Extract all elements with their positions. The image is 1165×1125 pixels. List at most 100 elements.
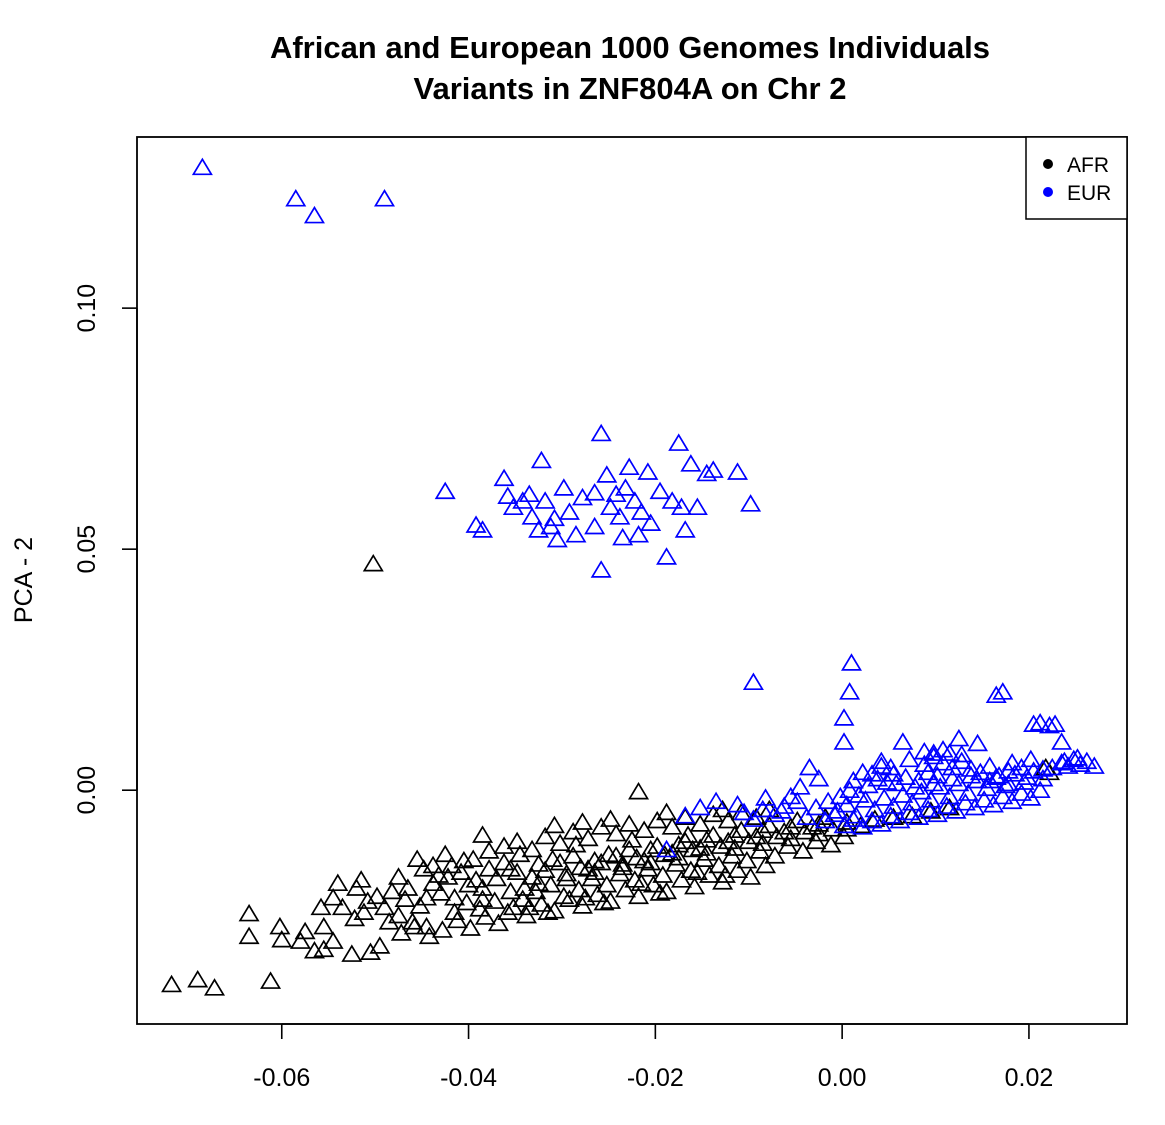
data-point-afr (584, 850, 606, 869)
data-point-afr (593, 892, 615, 911)
data-point-afr (478, 841, 500, 859)
data-point-eur (833, 708, 855, 726)
x-tick-label: 0.00 (818, 1064, 867, 1092)
data-point-afr (430, 883, 452, 901)
data-point-eur (796, 807, 818, 826)
data-point-afr (612, 857, 634, 876)
data-point-afr (590, 852, 612, 871)
data-point-afr (502, 897, 524, 916)
data-point-afr (378, 912, 400, 930)
data-point-eur (727, 794, 749, 813)
data-point-eur (705, 791, 727, 810)
y-tick-label: 0.00 (73, 766, 101, 815)
data-point-afr (289, 931, 311, 949)
data-point-afr (238, 903, 260, 922)
data-point-afr (714, 865, 736, 883)
data-point-eur (808, 768, 830, 787)
data-point-afr (413, 859, 435, 877)
data-point-eur (898, 802, 920, 821)
data-point-eur (628, 525, 650, 543)
data-point-eur (960, 766, 982, 784)
data-point-afr (187, 969, 209, 988)
data-point-eur (852, 762, 874, 781)
data-point-eur (534, 491, 556, 509)
data-point-eur (954, 793, 976, 811)
data-point-eur (656, 547, 678, 565)
data-point-afr (406, 849, 428, 867)
data-point-eur (833, 815, 855, 834)
data-point-afr (260, 971, 282, 989)
data-point-afr (161, 974, 183, 993)
data-point-eur (1023, 714, 1045, 732)
data-point-afr (459, 918, 481, 936)
x-tick-label: -0.06 (253, 1064, 310, 1092)
data-point-eur (584, 483, 606, 501)
data-point-afr (543, 901, 565, 919)
data-point-eur (1044, 714, 1066, 732)
data-point-afr (670, 870, 693, 888)
data-point-eur (786, 791, 808, 810)
data-point-eur (885, 773, 907, 792)
data-point-eur (861, 764, 883, 782)
data-point-afr (537, 902, 559, 920)
data-point-afr (646, 836, 668, 854)
data-point-afr (736, 850, 758, 869)
data-point-eur (502, 497, 524, 516)
data-point-eur (686, 497, 708, 516)
data-point-eur (518, 484, 540, 503)
data-point-eur (590, 560, 612, 578)
data-point-afr (294, 921, 316, 940)
data-point-eur (917, 799, 939, 818)
data-point-eur (824, 804, 846, 823)
data-point-eur (904, 777, 926, 795)
data-point-afr (730, 820, 752, 839)
data-point-afr (684, 876, 706, 895)
data-point-afr (403, 916, 425, 935)
data-point-eur (668, 433, 690, 451)
data-point-eur (973, 790, 995, 808)
data-point-eur (637, 462, 659, 480)
data-point-afr (327, 873, 349, 892)
data-point-afr (344, 908, 366, 927)
data-point-afr (696, 843, 718, 861)
legend-eur-label: EUR (1067, 182, 1111, 205)
data-point-eur (674, 806, 696, 824)
data-point-afr (500, 881, 522, 900)
data-point-afr (394, 889, 416, 907)
chart-title: African and European 1000 Genomes Indivi… (270, 30, 990, 106)
data-point-afr (534, 826, 556, 845)
data-point-eur (1051, 732, 1073, 750)
data-point-eur (571, 487, 594, 506)
data-point-afr (677, 825, 699, 843)
data-point-eur (988, 766, 1010, 784)
data-point-eur (596, 465, 618, 483)
data-point-afr (506, 862, 528, 880)
data-point-afr (686, 862, 708, 880)
data-point-afr (656, 881, 678, 900)
data-point-eur (839, 780, 861, 799)
data-point-eur (1010, 783, 1032, 801)
data-point-eur (558, 502, 580, 520)
data-point-afr (628, 781, 650, 800)
data-point-eur (752, 799, 774, 818)
data-point-eur (852, 817, 874, 835)
data-point-eur (285, 189, 307, 207)
data-point-eur (941, 768, 963, 787)
data-point-eur (755, 788, 777, 806)
data-point-eur (789, 777, 811, 795)
data-point-eur (992, 786, 1014, 805)
data-point-eur (948, 728, 970, 747)
data-point-eur (553, 478, 575, 496)
data-point-eur (1053, 751, 1075, 770)
data-point-eur (674, 520, 696, 538)
data-point-afr (661, 817, 683, 835)
data-point-eur (670, 497, 693, 516)
data-point-afr (699, 865, 721, 883)
data-point-eur (880, 757, 902, 776)
data-point-eur (833, 732, 855, 750)
data-point-afr (450, 862, 472, 880)
data-point-eur (932, 753, 954, 771)
data-point-eur (913, 741, 935, 760)
data-point-afr (717, 831, 739, 850)
